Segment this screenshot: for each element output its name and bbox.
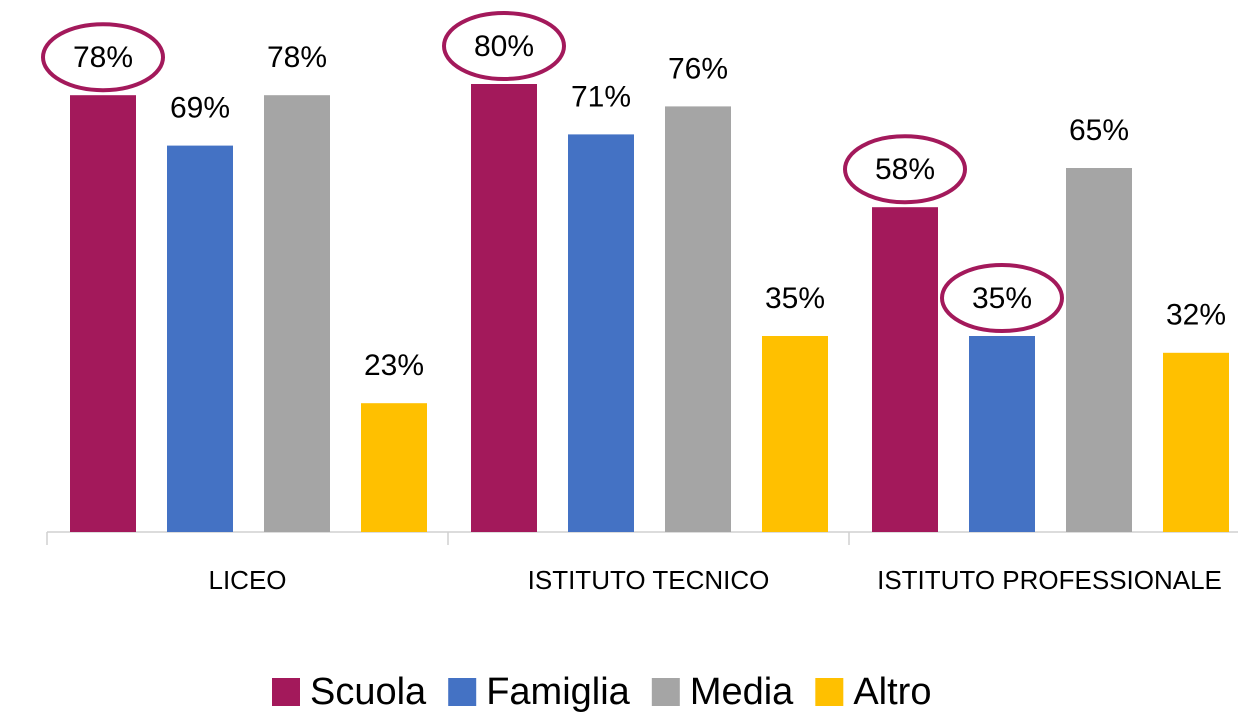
x-tick-label: LICEO bbox=[208, 565, 287, 595]
legend-swatch bbox=[651, 678, 680, 706]
bar bbox=[872, 207, 938, 532]
bar bbox=[167, 145, 233, 532]
bar bbox=[361, 403, 427, 532]
data-label: 76% bbox=[668, 52, 728, 85]
highlight-ellipse bbox=[843, 134, 967, 205]
data-label: 58% bbox=[875, 153, 935, 186]
legend-label: Famiglia bbox=[486, 671, 630, 713]
bar bbox=[1066, 168, 1132, 532]
bar bbox=[70, 95, 136, 532]
bar bbox=[264, 95, 330, 532]
legend-swatch bbox=[815, 678, 844, 706]
data-label: 65% bbox=[1069, 114, 1129, 147]
bar bbox=[665, 106, 731, 533]
bar bbox=[762, 336, 828, 532]
highlight-ellipse bbox=[442, 11, 566, 81]
bar bbox=[1163, 352, 1229, 532]
bar bbox=[969, 336, 1035, 532]
x-tick-label: ISTITUTO PROFESSIONALE bbox=[877, 565, 1222, 595]
legend-label: Altro bbox=[853, 671, 931, 713]
bar bbox=[568, 134, 634, 532]
bar bbox=[471, 84, 537, 532]
legend-label: Media bbox=[690, 671, 794, 713]
data-label: 78% bbox=[267, 41, 327, 74]
legend-label: Scuola bbox=[310, 671, 427, 713]
data-label: 32% bbox=[1166, 299, 1226, 332]
x-tick-label: ISTITUTO TECNICO bbox=[527, 565, 770, 595]
data-label: 80% bbox=[474, 30, 534, 63]
data-label: 23% bbox=[364, 349, 424, 382]
data-label: 78% bbox=[73, 41, 133, 74]
legend-swatch bbox=[448, 678, 477, 706]
highlight-ellipse bbox=[940, 263, 1064, 333]
legend-swatch bbox=[272, 678, 300, 706]
data-label: 35% bbox=[765, 282, 825, 315]
highlight-ellipse bbox=[41, 22, 165, 93]
data-label: 71% bbox=[571, 80, 631, 113]
data-label: 69% bbox=[170, 92, 230, 125]
data-label: 35% bbox=[972, 282, 1032, 315]
